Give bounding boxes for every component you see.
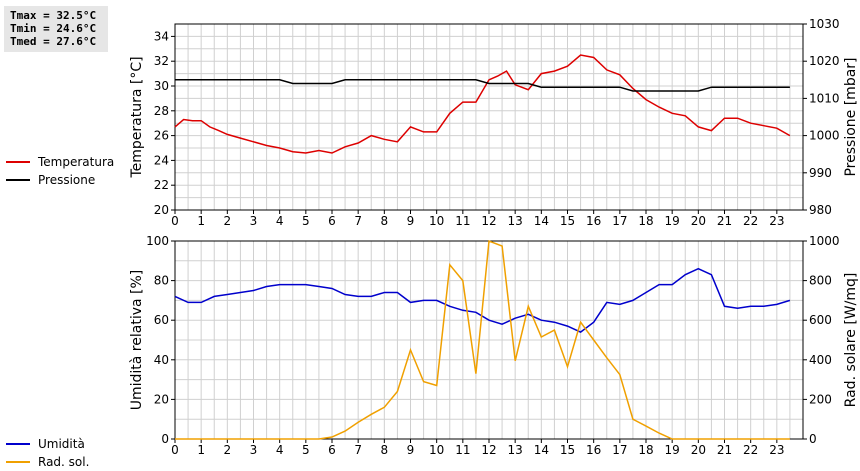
x-tick-label: 17 [612, 443, 627, 457]
y2-axis-label: Rad. solare [W/mq] [843, 273, 859, 408]
legend-swatch-umidita [6, 443, 30, 445]
y2-tick-label: 990 [809, 166, 832, 180]
legend-swatch-temperatura [6, 161, 30, 163]
x-tick-label: 2 [224, 214, 232, 228]
x-tick-label: 2 [224, 443, 232, 457]
y-tick-label: 20 [154, 392, 169, 406]
y-tick-label: 28 [154, 104, 169, 118]
legend-label-temperatura: Temperatura [38, 155, 115, 169]
y-tick-label: 40 [154, 353, 169, 367]
x-tick-label: 20 [691, 443, 706, 457]
x-tick-label: 22 [743, 214, 758, 228]
x-tick-label: 15 [560, 443, 575, 457]
y-tick-label: 100 [146, 234, 169, 248]
x-tick-label: 0 [171, 443, 179, 457]
x-tick-label: 21 [717, 214, 732, 228]
x-tick-label: 14 [534, 443, 549, 457]
legend-top: Temperatura Pressione [6, 153, 114, 189]
x-tick-label: 18 [638, 214, 653, 228]
x-tick-label: 3 [250, 214, 258, 228]
x-tick-label: 13 [508, 443, 523, 457]
x-tick-label: 8 [381, 443, 389, 457]
legend-swatch-pressione [6, 179, 30, 181]
y2-tick-label: 1000 [809, 234, 840, 248]
stats-tmax: Tmax = 32.5°C [10, 9, 97, 22]
x-tick-label: 17 [612, 214, 627, 228]
x-tick-label: 11 [455, 214, 470, 228]
stats-box: Tmax = 32.5°C Tmin = 24.6°C Tmed = 27.6°… [4, 6, 108, 52]
x-tick-label: 7 [354, 443, 362, 457]
y2-tick-label: 1000 [809, 129, 840, 143]
x-tick-label: 19 [665, 443, 680, 457]
x-tick-label: 5 [302, 214, 310, 228]
legend-item-pressione: Pressione [6, 171, 114, 189]
series-line-pressione [175, 79, 790, 92]
y2-tick-label: 400 [809, 353, 832, 367]
x-tick-label: 12 [481, 214, 496, 228]
x-tick-label: 22 [743, 443, 758, 457]
y-tick-label: 22 [154, 178, 169, 192]
y2-tick-label: 0 [809, 432, 817, 446]
x-tick-label: 16 [586, 214, 601, 228]
x-tick-label: 1 [197, 443, 205, 457]
y-tick-label: 80 [154, 274, 169, 288]
x-tick-label: 15 [560, 214, 575, 228]
y-tick-label: 24 [154, 153, 169, 167]
x-tick-label: 14 [534, 214, 549, 228]
y-axis-label: Umidità relativa [%] [129, 270, 145, 411]
y-tick-label: 20 [154, 203, 169, 217]
x-tick-label: 3 [250, 443, 258, 457]
x-tick-label: 6 [328, 443, 336, 457]
y2-tick-label: 1030 [809, 17, 840, 31]
x-tick-label: 5 [302, 443, 310, 457]
y-tick-label: 26 [154, 129, 169, 143]
stats-tmin: Tmin = 24.6°C [10, 22, 97, 35]
x-tick-label: 10 [429, 214, 444, 228]
legend-item-temperatura: Temperatura [6, 153, 114, 171]
x-tick-label: 0 [171, 214, 179, 228]
y-tick-label: 0 [161, 432, 169, 446]
y2-tick-label: 1010 [809, 91, 840, 105]
y-tick-label: 32 [154, 54, 169, 68]
series-line-rad-sol [175, 239, 790, 440]
series-line-umidit [174, 267, 791, 333]
x-tick-label: 9 [407, 443, 415, 457]
y2-axis-label: Pressione [mbar] [843, 57, 859, 176]
x-tick-label: 12 [481, 443, 496, 457]
legend-label-pressione: Pressione [38, 173, 96, 187]
x-tick-label: 19 [665, 214, 680, 228]
x-tick-label: 20 [691, 214, 706, 228]
x-tick-label: 7 [354, 214, 362, 228]
series-line-temperatura [174, 54, 791, 154]
x-tick-label: 23 [769, 443, 784, 457]
x-tick-label: 6 [328, 214, 336, 228]
x-tick-label: 9 [407, 214, 415, 228]
y-tick-label: 60 [154, 313, 169, 327]
y2-tick-label: 600 [809, 313, 832, 327]
y2-tick-label: 800 [809, 274, 832, 288]
x-tick-label: 4 [276, 443, 284, 457]
x-tick-label: 1 [197, 214, 205, 228]
x-tick-label: 18 [638, 443, 653, 457]
x-tick-label: 4 [276, 214, 284, 228]
x-tick-label: 23 [769, 214, 784, 228]
y2-tick-label: 1020 [809, 54, 840, 68]
x-tick-label: 10 [429, 443, 444, 457]
y2-tick-label: 980 [809, 203, 832, 217]
y2-tick-label: 200 [809, 392, 832, 406]
stats-tmed: Tmed = 27.6°C [10, 35, 97, 48]
y-axis-label: Temperatura [°C] [129, 56, 145, 178]
x-tick-label: 11 [455, 443, 470, 457]
y-tick-label: 34 [154, 29, 169, 43]
x-tick-label: 16 [586, 443, 601, 457]
legend-swatch-radsol [6, 461, 30, 463]
x-tick-label: 13 [508, 214, 523, 228]
legend-item-umidita: Umidità [6, 435, 89, 453]
y-tick-label: 30 [154, 79, 169, 93]
charts-svg: 0 1 2 3 4 5 6 7 8 9 10 11 12 13 14 15 16 17 18 19 20 21 22 2320… [129, 17, 859, 457]
x-tick-label: 8 [381, 214, 389, 228]
x-tick-label: 21 [717, 443, 732, 457]
legend-label-umidita: Umidità [38, 437, 85, 451]
